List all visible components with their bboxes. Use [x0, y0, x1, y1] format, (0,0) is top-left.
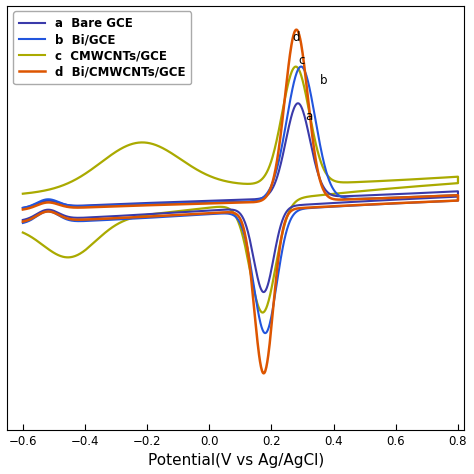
Text: c: c: [299, 55, 305, 67]
Legend: a  Bare GCE, b  Bi/GCE, c  CMWCNTs/GCE, d  Bi/CMWCNTs/GCE: a Bare GCE, b Bi/GCE, c CMWCNTs/GCE, d B…: [13, 11, 191, 84]
Text: d: d: [292, 31, 300, 45]
Text: a: a: [306, 110, 313, 123]
X-axis label: Potential(V vs Ag/AgCl): Potential(V vs Ag/AgCl): [147, 454, 324, 468]
Text: b: b: [319, 74, 327, 87]
